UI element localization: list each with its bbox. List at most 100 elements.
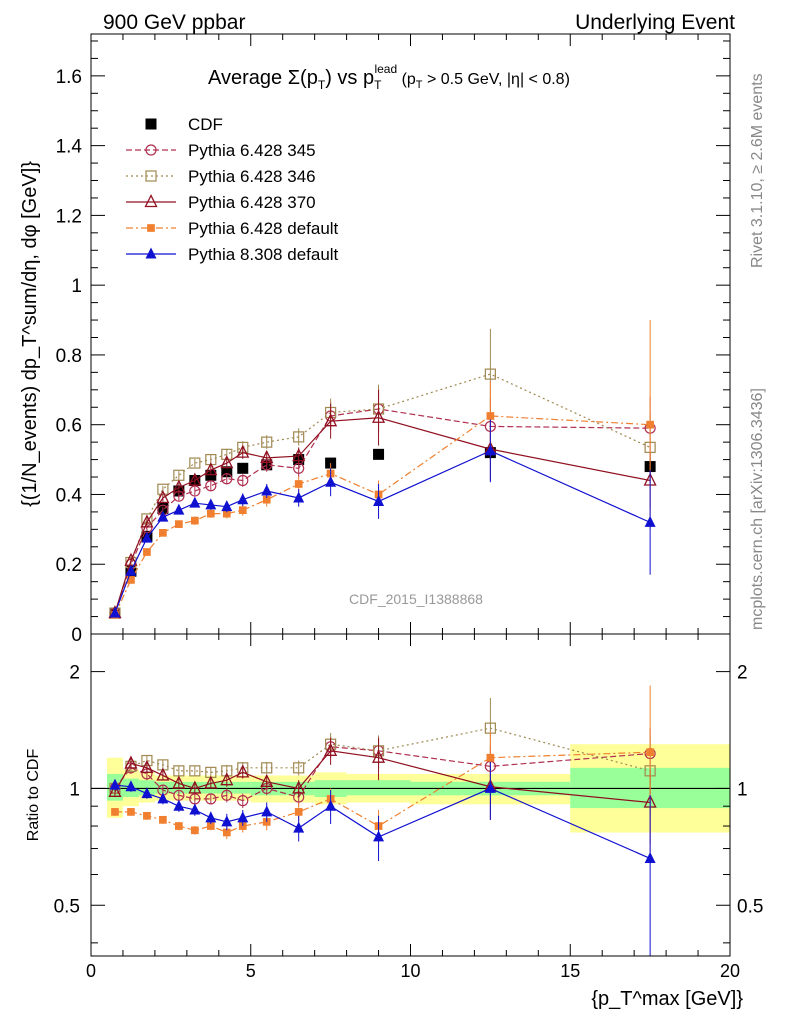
legend-item: Pythia 6.428 345 [126, 141, 316, 160]
data-point [237, 462, 249, 474]
data-point [324, 413, 338, 427]
ratio-data-point [109, 778, 121, 790]
data-point [205, 498, 217, 510]
ratio-data-point [221, 789, 233, 801]
y-tick-label: 0.2 [56, 555, 82, 576]
series-pythia-6-428-default [111, 320, 654, 619]
ratio-y-tick-label: 0.5 [54, 896, 80, 917]
y-tick-label: 0.6 [56, 416, 82, 437]
ratio-data-point [159, 815, 167, 824]
data-point [109, 606, 121, 618]
data-point [293, 491, 305, 503]
legend-item: Pythia 6.428 default [126, 219, 339, 238]
ratio-data-point [371, 749, 386, 763]
legend: CDF Pythia 6.428 345 Pythia 6.428 346 Pythi… [126, 115, 339, 264]
data-point [175, 520, 183, 528]
ratio-data-point [111, 808, 119, 816]
x-tick-label: 5 [246, 961, 256, 981]
ratio-y-tick-label: 1 [69, 779, 80, 800]
main-panel [108, 320, 657, 619]
ratio-data-point [644, 851, 656, 863]
ratio-y-tick-label-right: 1 [737, 779, 748, 800]
ratio-data-point [156, 767, 170, 781]
legend-label: Pythia 6.428 345 [188, 141, 316, 160]
ratio-data-point [324, 742, 338, 756]
x-tick-label: 20 [720, 961, 740, 981]
mcplots-label: mcplots.cern.ch [arXiv:1306.3436] [749, 388, 766, 630]
ratio-data-point [188, 780, 202, 794]
legend-item: Pythia 6.428 370 [126, 193, 316, 212]
ratio-data-point [260, 773, 274, 787]
legend-label: CDF [188, 115, 223, 134]
data-point [238, 506, 247, 515]
data-point [205, 480, 217, 492]
series-line [114, 408, 651, 614]
data-point [484, 444, 496, 456]
data-point [173, 503, 185, 515]
ratio-data-point [261, 762, 273, 774]
data-point [159, 528, 167, 537]
ratio-data-point [486, 753, 495, 762]
ratio-data-point [204, 775, 218, 789]
data-point [260, 449, 274, 463]
ratio-data-point [190, 826, 199, 835]
ratio-data-point [205, 811, 217, 823]
legend-marker [145, 144, 157, 156]
data-point [157, 483, 169, 495]
series-line [114, 417, 651, 614]
legend-label: Pythia 6.428 default [188, 219, 339, 238]
ratio-data-point [293, 762, 305, 774]
legend-marker [145, 247, 157, 259]
data-point [221, 473, 233, 485]
series-line [114, 373, 651, 614]
data-point [157, 510, 169, 522]
data-point [292, 448, 306, 462]
data-point [646, 420, 654, 429]
analysis-watermark: CDF_2015_I1388868 [349, 591, 483, 607]
data-point [206, 509, 215, 518]
data-point [189, 485, 201, 497]
ratio-data-point [220, 772, 234, 786]
ratio-data-point [141, 787, 153, 799]
ratio-band-green [346, 780, 411, 796]
y-tick-label: 1.2 [56, 206, 82, 227]
legend-item: Pythia 8.308 default [126, 245, 339, 264]
ratio-y-axis-label: Ratio to CDF [25, 749, 42, 842]
data-point [190, 516, 199, 525]
ratio-data-point [143, 811, 151, 820]
ratio-data-point [293, 821, 305, 833]
data-point [189, 496, 201, 508]
legend-label: Pythia 6.428 370 [188, 193, 316, 212]
axes: 0 5 10 15 20 0 0.2 0.4 0.6 0.8 1 1.2 1.4 1.6 0.5 0.5 1 1 2… [54, 34, 763, 981]
ratio-data-point [124, 755, 138, 769]
header-right: Underlying Event [575, 11, 735, 34]
ratio-data-point [261, 805, 273, 817]
ratio-data-point [157, 792, 169, 804]
y-tick-label: 1.6 [56, 67, 82, 88]
ratio-data-point [221, 815, 233, 827]
ratio-data-point [206, 822, 215, 830]
main-frame [90, 33, 731, 635]
data-point [293, 431, 305, 443]
data-point [204, 462, 218, 476]
ratio-y-tick-label-right: 0.5 [737, 896, 763, 917]
data-point [140, 514, 154, 528]
ratio-series-pythia-8-308-default [109, 761, 656, 956]
ratio-data-point [236, 764, 250, 778]
legend-item: CDF [145, 115, 223, 134]
ratio-y-tick-label-right: 2 [737, 663, 748, 684]
ratio-data-point [175, 822, 183, 830]
data-point [371, 409, 386, 423]
ratio-data-point [172, 775, 186, 789]
data-point [172, 479, 186, 493]
x-axis-label: {p_T^max [GeV]} [591, 988, 743, 1010]
data-point [237, 493, 249, 505]
chart-title: Average Σ(pT) vs pTlead (pT > 0.5 GeV, |… [208, 62, 570, 92]
data-point [221, 500, 233, 512]
data-point [222, 509, 231, 518]
y-tick-label: 1.4 [56, 137, 83, 158]
data-point [127, 576, 135, 584]
ratio-data-point [125, 780, 137, 792]
ratio-band-green [154, 781, 251, 794]
